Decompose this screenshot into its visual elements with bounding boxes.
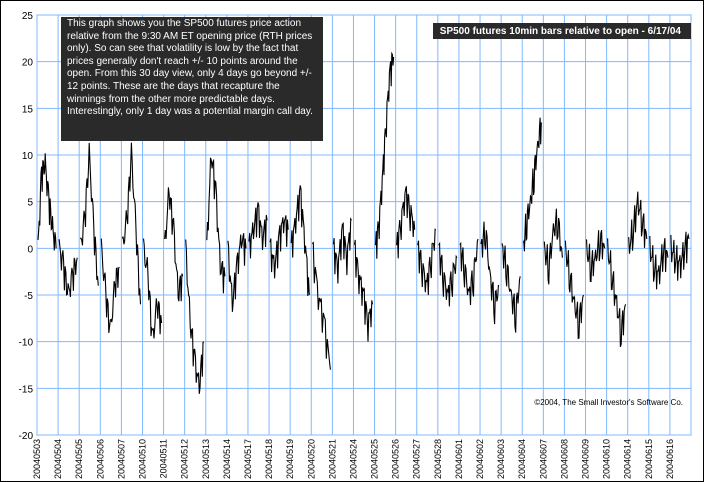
x-tick-label: 20040520 bbox=[306, 439, 316, 479]
x-tick-label: 20040602 bbox=[475, 439, 485, 479]
x-tick-label: 20040507 bbox=[116, 439, 126, 479]
x-tick-label: 20040510 bbox=[137, 439, 147, 479]
x-tick-label: 20040518 bbox=[264, 439, 274, 479]
series-line-day bbox=[185, 239, 205, 394]
series-line-day bbox=[649, 235, 669, 290]
y-tick-label: 15 bbox=[22, 104, 34, 115]
x-tick-label: 20040505 bbox=[74, 439, 84, 479]
y-tick-label: 25 bbox=[22, 11, 34, 22]
series-line-day bbox=[290, 185, 310, 297]
series-line-day bbox=[142, 238, 163, 339]
x-tick-label: 20040524 bbox=[348, 439, 358, 479]
series-line-day bbox=[269, 215, 289, 279]
y-tick-label: 0 bbox=[27, 244, 33, 255]
series-line-day bbox=[227, 233, 247, 312]
series-line-day bbox=[374, 51, 395, 259]
title-background bbox=[433, 23, 691, 39]
series-line-day bbox=[501, 243, 521, 333]
series-line-day bbox=[311, 241, 331, 370]
x-tick-label: 20040607 bbox=[538, 439, 548, 479]
x-tick-label: 20040527 bbox=[412, 439, 422, 479]
series-line-day bbox=[607, 238, 627, 348]
x-tick-label: 20040603 bbox=[496, 439, 506, 479]
x-tick-label: 20040503 bbox=[32, 439, 42, 479]
x-tick-label: 20040511 bbox=[159, 439, 169, 478]
x-tick-label: 20040504 bbox=[53, 439, 63, 479]
chart-annotation: This graph shows you the SP500 futures p… bbox=[67, 18, 313, 118]
x-tick-label: 20040528 bbox=[433, 439, 443, 479]
series-line-day bbox=[564, 240, 585, 340]
series-line-day bbox=[585, 229, 606, 283]
series-line-day bbox=[206, 157, 226, 294]
y-tick-label: 20 bbox=[22, 58, 34, 69]
y-tick-label: -10 bbox=[19, 338, 34, 349]
series-line-day bbox=[480, 221, 500, 325]
series-line-day bbox=[248, 202, 268, 259]
series-line-day bbox=[353, 239, 374, 342]
y-tick-label: 5 bbox=[27, 198, 33, 209]
series-line-day bbox=[58, 239, 78, 298]
series-line-day bbox=[522, 117, 542, 252]
series-line-day bbox=[459, 238, 479, 306]
annotation-background bbox=[61, 17, 323, 141]
x-tick-label: 20040615 bbox=[644, 439, 654, 479]
series-line-day bbox=[417, 228, 437, 296]
series-line-day bbox=[100, 238, 120, 333]
x-tick-label: 20040614 bbox=[623, 439, 633, 479]
series-line-day bbox=[543, 208, 563, 285]
series-line-day bbox=[438, 241, 458, 307]
chart-title: SP500 futures 10min bars relative to ope… bbox=[439, 26, 681, 37]
x-tick-label: 20040514 bbox=[222, 439, 232, 479]
y-tick-label: -15 bbox=[19, 384, 34, 395]
series-line-day bbox=[121, 142, 142, 305]
x-tick-label: 20040609 bbox=[581, 439, 591, 479]
x-tick-label: 20040506 bbox=[95, 439, 105, 479]
series-line-day bbox=[79, 142, 99, 286]
series-line-day bbox=[628, 191, 648, 254]
x-tick-label: 20040610 bbox=[602, 439, 612, 479]
x-tick-label: 20040517 bbox=[243, 439, 253, 479]
x-tick-label: 20040616 bbox=[665, 439, 675, 479]
copyright-note: ©2004, The Small Investor's Software Co. bbox=[534, 398, 683, 407]
y-tick-label: 10 bbox=[22, 151, 34, 162]
x-tick-label: 20040526 bbox=[391, 439, 401, 479]
series-line-day bbox=[670, 231, 690, 281]
y-tick-label: -20 bbox=[19, 431, 34, 442]
x-tick-label: 20040512 bbox=[180, 439, 190, 479]
x-tick-label: 20040513 bbox=[201, 439, 211, 479]
series-line-day bbox=[164, 187, 184, 302]
x-tick-label: 20040519 bbox=[285, 439, 295, 479]
series-line-day bbox=[37, 153, 57, 251]
y-tick-label: -5 bbox=[24, 291, 33, 302]
x-tick-label: 20040525 bbox=[370, 439, 380, 479]
x-tick-label: 20040608 bbox=[559, 439, 569, 479]
series-line-day bbox=[332, 217, 352, 284]
x-tick-label: 20040604 bbox=[517, 439, 527, 479]
x-tick-label: 20040521 bbox=[327, 439, 337, 479]
series-line-day bbox=[396, 186, 416, 259]
x-tick-label: 20040601 bbox=[454, 439, 464, 479]
